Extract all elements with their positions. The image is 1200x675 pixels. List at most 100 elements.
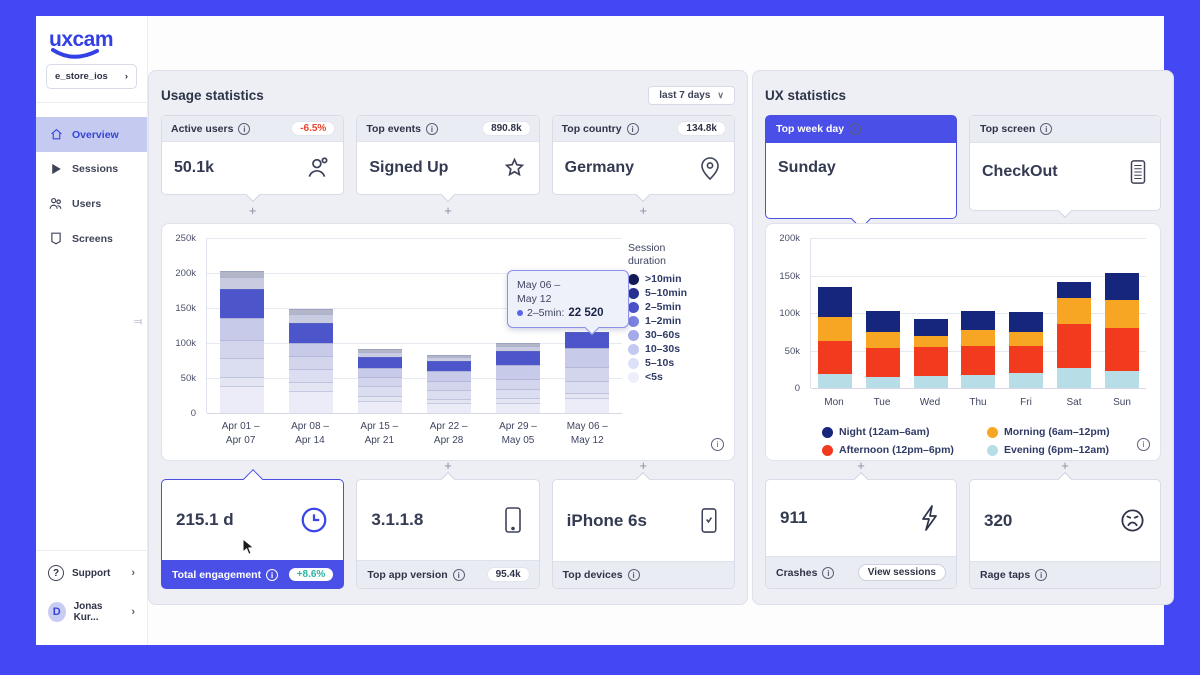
bar-segment[interactable] [565, 398, 610, 413]
bar-segment[interactable] [427, 389, 472, 400]
bar-column[interactable] [865, 310, 900, 388]
bar-segment[interactable] [817, 316, 852, 341]
bar-segment[interactable] [427, 354, 472, 358]
top-events-card[interactable]: Top events i 890.8k Signed Up + [356, 115, 540, 217]
bar-segment[interactable] [865, 331, 900, 348]
bar-column[interactable] [1057, 282, 1092, 388]
add-metric-button[interactable]: + [1061, 458, 1069, 473]
bar-segment[interactable] [817, 373, 852, 388]
bar-segment[interactable] [288, 382, 333, 391]
bar-segment[interactable] [961, 346, 996, 376]
bar-segment[interactable] [219, 376, 264, 387]
bar-segment[interactable] [817, 286, 852, 317]
info-icon[interactable]: i [849, 123, 862, 135]
support-link[interactable]: ? Support › [36, 555, 147, 591]
info-icon[interactable]: i [627, 569, 640, 581]
info-icon[interactable]: i [626, 122, 639, 135]
bar-segment[interactable] [961, 375, 996, 388]
bar-segment[interactable] [1009, 373, 1044, 388]
bar-segment[interactable] [961, 330, 996, 346]
sidebar-item-overview[interactable]: Overview [36, 117, 147, 152]
add-metric-button[interactable]: + [248, 203, 257, 218]
bar-segment[interactable] [427, 371, 472, 381]
bar-segment[interactable] [427, 361, 472, 372]
bar-segment[interactable] [219, 358, 264, 377]
top-app-version-card[interactable]: 3.1.1.8 Top app version i 95.4k + [356, 459, 540, 589]
bar-segment[interactable] [357, 349, 402, 353]
bar-column[interactable] [565, 332, 610, 413]
chart-info-icon[interactable]: i [1137, 434, 1150, 452]
bar-segment[interactable] [565, 332, 610, 348]
bar-column[interactable] [219, 270, 264, 413]
sidebar-collapse-icon[interactable]: ⫤ [133, 316, 142, 328]
bar-segment[interactable] [357, 357, 402, 369]
chart-plot[interactable] [810, 238, 1146, 389]
bar-segment[interactable] [288, 356, 333, 369]
project-selector[interactable]: e_store_ios › [46, 64, 137, 89]
info-icon[interactable]: i [425, 122, 438, 135]
bar-column[interactable] [427, 354, 472, 413]
date-range-selector[interactable]: last 7 days ∨ [648, 85, 735, 105]
info-icon[interactable]: i [266, 568, 279, 581]
bar-segment[interactable] [427, 403, 472, 413]
bar-segment[interactable] [357, 401, 402, 413]
bar-segment[interactable] [961, 310, 996, 331]
bar-segment[interactable] [288, 323, 333, 344]
bar-segment[interactable] [496, 364, 541, 379]
bar-segment[interactable] [219, 276, 264, 290]
bar-segment[interactable] [496, 378, 541, 389]
top-screen-card[interactable]: Top screen i CheckOut + [969, 115, 1161, 233]
bar-segment[interactable] [1009, 312, 1044, 332]
bar-segment[interactable] [496, 343, 541, 346]
total-engagement-card[interactable]: 215.1 d Total engagement i +8.6% [161, 469, 345, 589]
sidebar-item-users[interactable]: Users [36, 186, 147, 221]
bar-segment[interactable] [357, 368, 402, 378]
bar-column[interactable] [496, 343, 541, 413]
top-week-day-card[interactable]: Top week day i Sunday [765, 115, 957, 229]
bar-segment[interactable] [219, 340, 264, 359]
chart-info-icon[interactable]: i [711, 434, 724, 452]
bar-segment[interactable] [865, 310, 900, 332]
info-icon[interactable]: i [452, 568, 465, 581]
bar-segment[interactable] [1104, 328, 1139, 371]
bar-segment[interactable] [357, 377, 402, 387]
top-devices-card[interactable]: iPhone 6s Top devices i + [551, 459, 735, 589]
bar-segment[interactable] [913, 335, 948, 347]
view-sessions-button[interactable]: View sessions [857, 564, 946, 581]
bar-column[interactable] [961, 310, 996, 388]
bar-segment[interactable] [219, 289, 264, 318]
active-users-card[interactable]: Active users i -6.5% 50.1k + [161, 115, 345, 217]
bar-segment[interactable] [288, 314, 333, 324]
bar-segment[interactable] [865, 376, 900, 388]
top-country-card[interactable]: Top country i 134.8k Germany + [551, 115, 735, 217]
rage-taps-card[interactable]: 320 Rage taps i + [969, 459, 1161, 589]
bar-segment[interactable] [427, 380, 472, 390]
bar-segment[interactable] [496, 402, 541, 413]
add-metric-button[interactable]: + [639, 203, 648, 218]
bar-segment[interactable] [1104, 272, 1139, 300]
bar-segment[interactable] [357, 386, 402, 397]
bar-segment[interactable] [288, 390, 333, 413]
info-icon[interactable]: i [1035, 569, 1048, 581]
bar-segment[interactable] [288, 368, 333, 383]
bar-segment[interactable] [288, 343, 333, 357]
bar-segment[interactable] [913, 346, 948, 376]
bar-segment[interactable] [865, 347, 900, 377]
bar-segment[interactable] [496, 398, 541, 403]
sidebar-item-screens[interactable]: Screens [36, 221, 147, 256]
add-metric-button[interactable]: + [639, 458, 648, 473]
bar-column[interactable] [288, 309, 333, 413]
bar-segment[interactable] [1057, 324, 1092, 368]
bar-segment[interactable] [565, 366, 610, 381]
bar-segment[interactable] [1009, 346, 1044, 373]
add-metric-button[interactable]: + [857, 458, 865, 473]
bar-segment[interactable] [1057, 298, 1092, 325]
bar-segment[interactable] [219, 317, 264, 341]
bar-segment[interactable] [288, 309, 333, 315]
bar-segment[interactable] [565, 380, 610, 393]
info-icon[interactable]: i [1040, 123, 1053, 135]
bar-segment[interactable] [357, 396, 402, 402]
bar-column[interactable] [817, 286, 852, 388]
bar-segment[interactable] [565, 392, 610, 399]
bar-segment[interactable] [1104, 299, 1139, 328]
